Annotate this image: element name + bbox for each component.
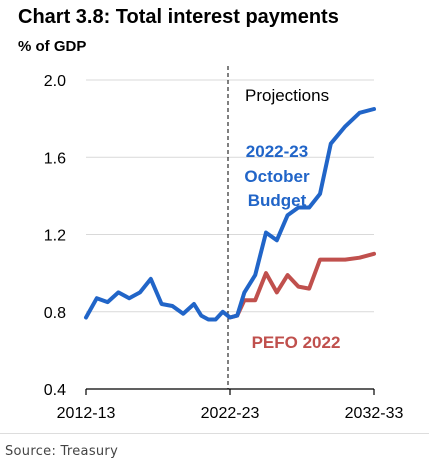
source-note: Source: Treasury [5, 444, 119, 459]
y-axis-unit-label: % of GDP [18, 38, 87, 55]
divider [0, 433, 429, 434]
x-tick-label: 2032-33 [345, 405, 404, 422]
y-tick-label: 1.2 [44, 228, 66, 245]
series-label-october-budget: October [244, 167, 310, 186]
x-tick-label: 2022-23 [201, 405, 260, 422]
y-tick-label: 0.8 [44, 305, 66, 322]
y-tick-label: 0.4 [44, 382, 66, 399]
y-tick-label: 2.0 [44, 73, 66, 90]
series-line-october-budget [84, 107, 376, 322]
series-label-october-budget: Budget [248, 191, 307, 210]
x-tick-label: 2012-13 [57, 405, 116, 422]
line-chart: 0.4 0.8 1.2 1.6 2.0 2012-13 2022-23 2032-33 Proj… [44, 66, 404, 422]
series-line-pefo-2022 [228, 251, 376, 320]
y-tick-label: 1.6 [44, 150, 66, 167]
series-label-october-budget: 2022-23 [246, 142, 308, 161]
series-label-pefo-2022: PEFO 2022 [252, 333, 341, 352]
chart-title: Chart 3.8: Total interest payments [18, 6, 339, 28]
projection-label: Projections [245, 86, 329, 105]
